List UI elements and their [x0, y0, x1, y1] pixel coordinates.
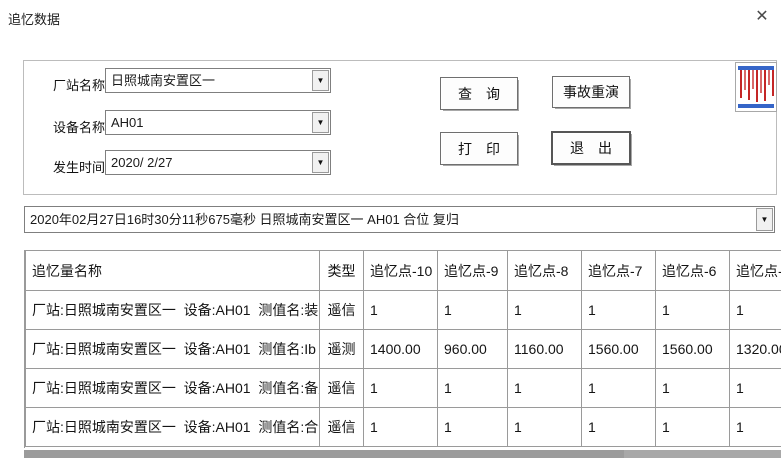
cell-value: 1	[507, 368, 582, 408]
cell-value: 1	[729, 407, 781, 447]
cell-value: 1	[507, 290, 582, 330]
table-row[interactable]: 厂站:日照城南安置区一 设备:AH01 测值名:备用 遥信 1 1 1 1 1 …	[25, 368, 781, 408]
table-header-row: 追忆量名称 类型 追忆点-10 追忆点-9 追忆点-8 追忆点-7 追忆点-6 …	[25, 250, 781, 291]
device-value: AH01	[111, 115, 144, 130]
table-row[interactable]: 厂站:日照城南安置区一 设备:AH01 测值名:Ib 遥测 1400.00 96…	[25, 329, 781, 369]
horizontal-scrollbar[interactable]	[24, 450, 781, 458]
cell-value: 1	[363, 290, 438, 330]
cell-value: 1	[581, 407, 656, 447]
device-name-label: 设备名称:	[53, 120, 109, 135]
cell-value: 1	[729, 290, 781, 330]
print-button[interactable]: 打 印	[440, 132, 518, 165]
cell-value: 1320.00	[729, 329, 781, 369]
cell-value: 1	[655, 368, 730, 408]
cell-value: 1	[437, 368, 508, 408]
cell-value: 1	[437, 407, 508, 447]
col-header-name[interactable]: 追忆量名称	[25, 250, 320, 291]
cell-name: 厂站:日照城南安置区一 设备:AH01 测值名:装置异常	[25, 290, 320, 330]
cell-name: 厂站:日照城南安置区一 设备:AH01 测值名:合位	[25, 407, 320, 447]
cell-value: 1560.00	[581, 329, 656, 369]
cell-value: 1400.00	[363, 329, 438, 369]
cell-value: 1	[581, 290, 656, 330]
col-header-point-10[interactable]: 追忆点-10	[363, 250, 438, 291]
station-value: 日照城南安置区一	[111, 73, 216, 88]
cell-type: 遥信	[319, 290, 364, 330]
query-groupbox	[23, 60, 777, 195]
date-value: 2020/ 2/27	[111, 155, 173, 170]
chevron-down-icon[interactable]: ▼	[756, 208, 773, 231]
query-button[interactable]: 查 询	[440, 77, 518, 110]
cell-name: 厂站:日照城南安置区一 设备:AH01 测值名:备用	[25, 368, 320, 408]
cell-value: 1	[655, 290, 730, 330]
scrollbar-thumb[interactable]	[24, 450, 624, 458]
date-combobox[interactable]: 2020/ 2/27 ▼	[105, 150, 331, 175]
cell-type: 遥测	[319, 329, 364, 369]
cell-value: 1	[655, 407, 730, 447]
station-name-label: 厂站名称:	[53, 78, 109, 93]
col-header-point-9[interactable]: 追忆点-9	[437, 250, 508, 291]
occur-time-label: 发生时间:	[53, 160, 109, 175]
chevron-down-icon[interactable]: ▼	[312, 152, 329, 173]
close-icon[interactable]: ✕	[755, 8, 769, 25]
cell-value: 960.00	[437, 329, 508, 369]
window-title: 追忆数据	[8, 12, 61, 27]
waveform-icon-panel[interactable]	[735, 62, 777, 112]
cell-value: 1	[363, 407, 438, 447]
cell-value: 1560.00	[655, 329, 730, 369]
cell-value: 1	[729, 368, 781, 408]
chevron-down-icon[interactable]: ▼	[312, 112, 329, 133]
col-header-point-5[interactable]: 追忆点-5	[729, 250, 781, 291]
col-header-type[interactable]: 类型	[319, 250, 364, 291]
recall-table: 追忆量名称 类型 追忆点-10 追忆点-9 追忆点-8 追忆点-7 追忆点-6 …	[24, 250, 781, 448]
col-header-point-6[interactable]: 追忆点-6	[655, 250, 730, 291]
col-header-point-7[interactable]: 追忆点-7	[581, 250, 656, 291]
cell-value: 1	[581, 368, 656, 408]
table-row[interactable]: 厂站:日照城南安置区一 设备:AH01 测值名:合位 遥信 1 1 1 1 1 …	[25, 407, 781, 447]
event-combobox[interactable]: 2020年02月27日16时30分11秒675毫秒 日照城南安置区一 AH01 …	[24, 206, 775, 233]
cell-type: 遥信	[319, 368, 364, 408]
exit-button[interactable]: 退 出	[551, 131, 631, 165]
station-combobox[interactable]: 日照城南安置区一 ▼	[105, 68, 331, 93]
accident-replay-button[interactable]: 事故重演	[552, 76, 630, 108]
col-header-point-8[interactable]: 追忆点-8	[507, 250, 582, 291]
cell-name: 厂站:日照城南安置区一 设备:AH01 测值名:Ib	[25, 329, 320, 369]
table-row[interactable]: 厂站:日照城南安置区一 设备:AH01 测值名:装置异常 遥信 1 1 1 1 …	[25, 290, 781, 330]
cell-value: 1	[507, 407, 582, 447]
chevron-down-icon[interactable]: ▼	[312, 70, 329, 91]
waveform-icon	[738, 66, 774, 108]
cell-type: 遥信	[319, 407, 364, 447]
cell-value: 1	[363, 368, 438, 408]
cell-value: 1	[437, 290, 508, 330]
event-value: 2020年02月27日16时30分11秒675毫秒 日照城南安置区一 AH01 …	[30, 212, 459, 227]
device-combobox[interactable]: AH01 ▼	[105, 110, 331, 135]
cell-value: 1160.00	[507, 329, 582, 369]
